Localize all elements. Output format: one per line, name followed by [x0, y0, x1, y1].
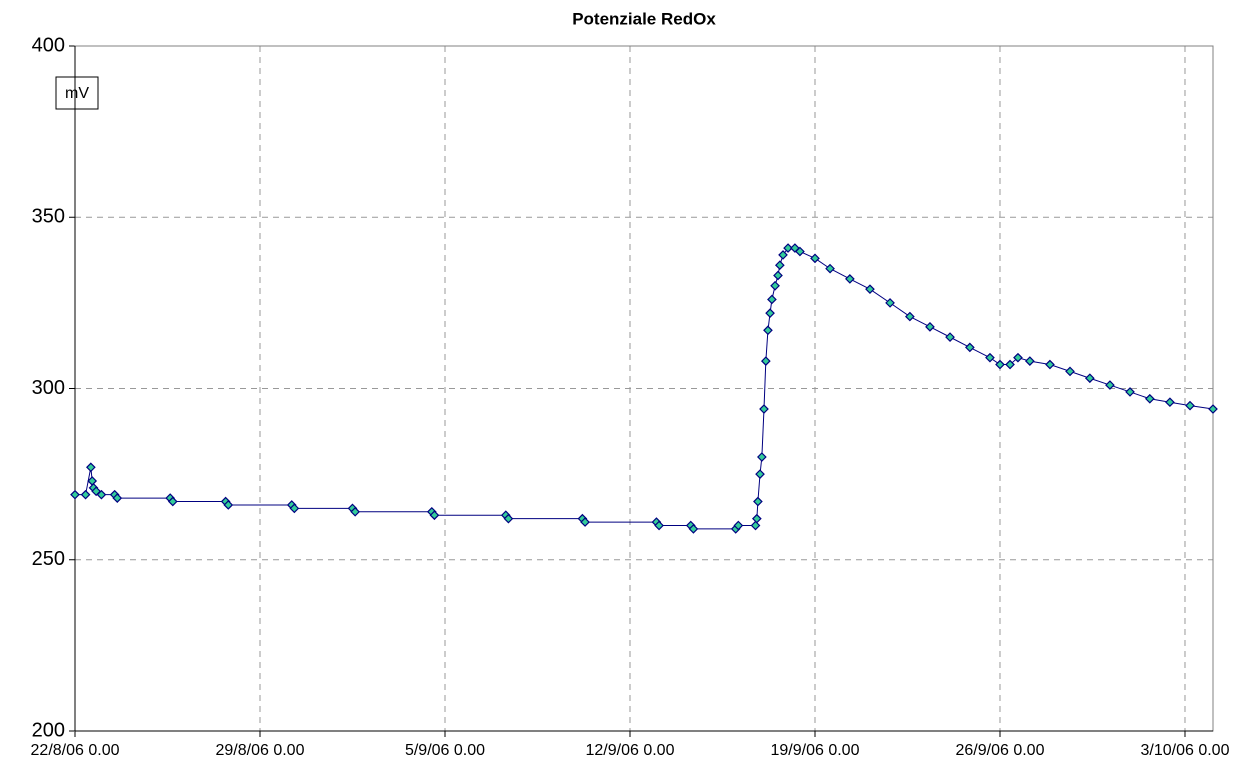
data-point: [1105, 380, 1115, 390]
data-point: [1144, 393, 1155, 404]
data-point: [757, 452, 767, 462]
data-point: [289, 503, 300, 514]
y-tick-label: 400: [32, 34, 65, 56]
data-point: [773, 270, 783, 281]
x-tick-label: 29/8/06 0.00: [216, 742, 305, 759]
data-point: [688, 524, 699, 534]
data-point: [223, 500, 234, 510]
y-tick-label: 350: [32, 206, 65, 228]
data-point: [1045, 359, 1055, 370]
data-point: [905, 311, 915, 322]
data-point: [86, 462, 96, 473]
data-point: [167, 496, 178, 507]
data-point: [80, 489, 91, 500]
annotation-box: [55, 76, 99, 110]
data-point: [70, 489, 80, 500]
data-point: [763, 325, 773, 336]
data-point: [752, 513, 762, 524]
x-tick-label: 19/9/06 0.00: [771, 742, 860, 759]
data-point: [765, 308, 775, 318]
data-point: [96, 489, 107, 500]
x-tick-label: 26/9/06 0.00: [956, 742, 1045, 759]
data-point: [350, 506, 360, 517]
data-point: [429, 510, 440, 521]
chart-title: Potenziale RedOx: [572, 9, 716, 28]
y-tick-label: 200: [32, 719, 65, 741]
data-point: [753, 496, 763, 507]
data-point: [810, 253, 820, 264]
data-point: [825, 263, 835, 274]
data-point: [985, 352, 995, 363]
data-point: [91, 486, 101, 497]
data-point: [733, 520, 744, 531]
data-point: [755, 469, 765, 479]
x-tick-label: 22/8/06 0.00: [31, 742, 120, 759]
data-point: [1065, 366, 1075, 377]
data-point: [1165, 397, 1175, 408]
data-point: [112, 493, 123, 503]
data-point: [87, 476, 98, 486]
data-point: [770, 280, 780, 291]
x-tick-label: 12/9/06 0.00: [586, 742, 675, 759]
data-point: [783, 243, 793, 253]
data-point: [945, 332, 955, 342]
data-point: [1084, 373, 1095, 384]
data-point: [503, 513, 514, 524]
data-point: [1208, 404, 1218, 414]
data-point: [1125, 387, 1135, 397]
x-tick-label: 5/9/06 0.00: [405, 742, 485, 759]
y-tick-label: 300: [32, 377, 65, 399]
annotation: mV: [65, 85, 89, 102]
data-point: [767, 294, 777, 305]
y-tick-label: 250: [32, 548, 65, 570]
data-point: [580, 517, 590, 527]
data-point: [885, 298, 895, 308]
data-point: [760, 356, 771, 366]
data-point: [778, 250, 788, 260]
data-point: [845, 274, 855, 284]
data-point: [750, 520, 761, 531]
data-point: [995, 359, 1005, 370]
data-point: [774, 260, 785, 271]
data-point: [965, 342, 975, 353]
data-point: [925, 322, 935, 332]
data-point: [1185, 400, 1195, 411]
x-tick-label: 3/10/06 0.00: [1141, 742, 1230, 759]
data-point: [759, 404, 769, 414]
data-point: [1013, 352, 1023, 363]
data-point: [865, 284, 875, 295]
data-point: [654, 520, 664, 531]
data-point: [1025, 356, 1035, 366]
data-point: [795, 246, 805, 257]
data-point: [1005, 359, 1015, 370]
